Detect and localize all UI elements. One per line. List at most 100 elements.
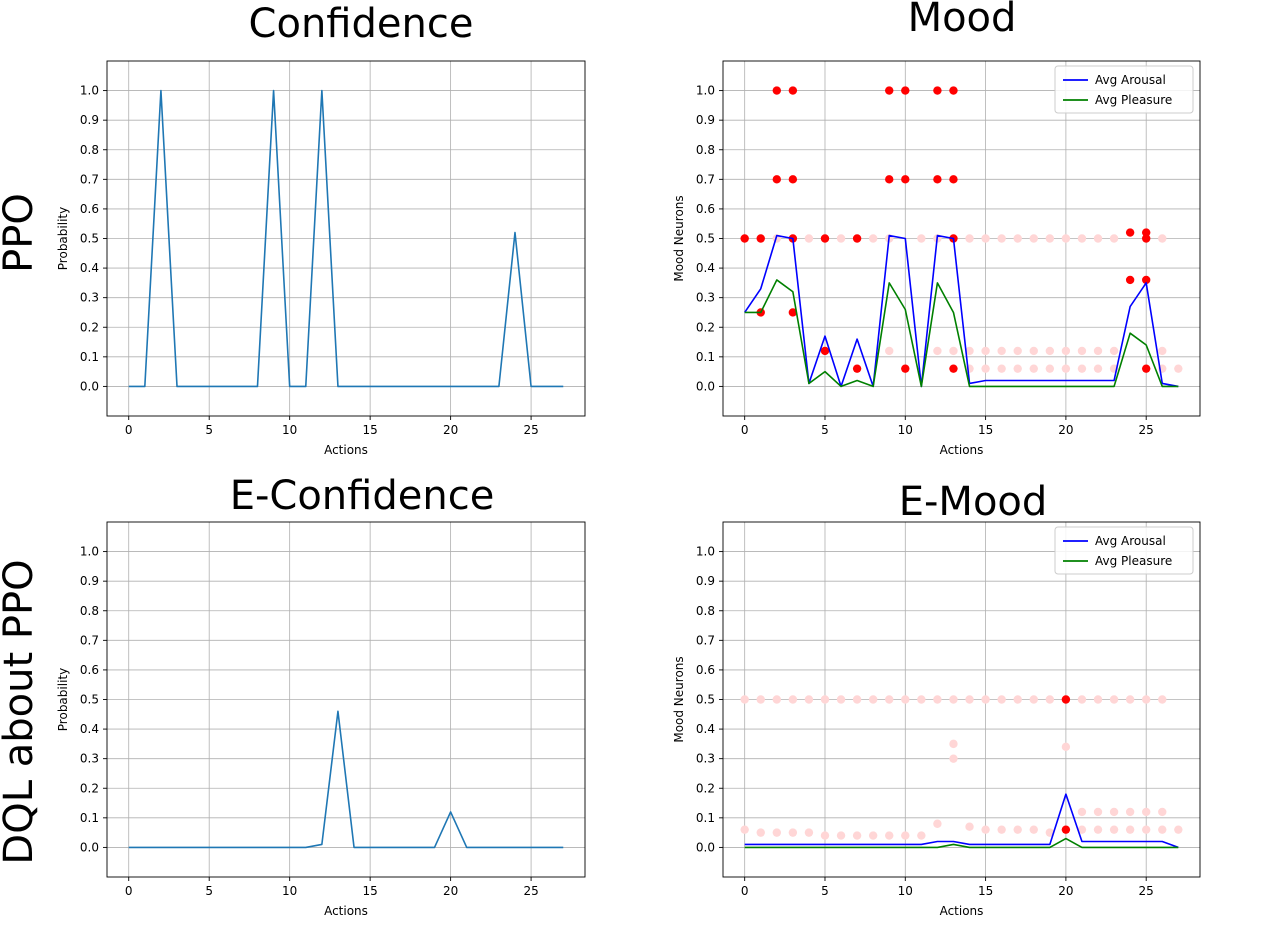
y-tick-label: 0.3 — [696, 291, 715, 305]
x-tick-label: 0 — [125, 884, 133, 898]
scatter-point-faint — [1077, 364, 1087, 373]
y-tick-label: 0.7 — [80, 633, 99, 647]
scatter-point-faint — [1109, 825, 1119, 834]
legend-box — [1054, 526, 1194, 575]
series-line-confidence — [128, 89, 564, 388]
scatter-point-faint — [1029, 364, 1038, 373]
scatter-point — [901, 86, 910, 95]
y-tick-label: 0.6 — [696, 663, 715, 677]
scatter-point-faint — [868, 695, 878, 704]
y-tick-label: 0.9 — [80, 113, 99, 127]
scatter-point-faint — [1013, 364, 1022, 373]
title-e-confidence: E-Confidence — [230, 473, 495, 519]
scatter-point-faint — [1093, 234, 1103, 243]
scatter-point-faint — [901, 695, 910, 704]
scatter-point-faint — [1045, 828, 1055, 837]
scatter-point-faint — [1093, 364, 1103, 373]
scatter-point — [772, 86, 782, 95]
y-tick-label: 0.4 — [696, 261, 715, 275]
scatter-point-faint — [1077, 234, 1087, 243]
y-tick-label: 0.5 — [696, 232, 715, 246]
scatter-point-faint — [1174, 364, 1183, 373]
scatter-point-faint — [1045, 695, 1055, 704]
row-label-ppo: PPO — [0, 193, 42, 273]
x-axis-label: Actions — [940, 443, 984, 457]
y-tick-label: 0.3 — [80, 752, 99, 766]
scatter-point-faint — [1109, 234, 1119, 243]
chart-e-mood: 0 5 10 15 20 25 0.0 0.1 0.2 0.3 0.4 0.5 0.6 0.7 0.8 0.9… — [672, 521, 1201, 918]
scatter-point-faint — [917, 695, 926, 704]
x-axis-label: Actions — [324, 904, 368, 918]
scatter-point-faint — [1061, 364, 1071, 373]
legend-label: Avg Pleasure — [1095, 93, 1172, 107]
y-tick-label: 0.0 — [696, 840, 715, 854]
scatter-point-faint — [804, 234, 814, 243]
y-tick-label: 0.8 — [80, 143, 99, 157]
legend-label: Avg Pleasure — [1095, 554, 1172, 568]
y-axis-label: Probability — [56, 668, 70, 731]
scatter-point-faint — [1109, 346, 1119, 356]
scatter-point-faint — [1125, 695, 1135, 704]
scatter-point-faint — [1013, 234, 1022, 243]
scatter-point-faint — [788, 695, 798, 704]
y-tick-label: 0.8 — [696, 604, 715, 618]
y-tick-label: 1.0 — [696, 545, 715, 559]
chart-mood: 0 5 10 15 20 25 0.0 0.1 0.2 0.3 0.4 0.5 0.6 0.7 0.8 0.9… — [672, 60, 1201, 457]
scatter-point — [1141, 234, 1151, 243]
scatter-point-faint — [885, 695, 894, 704]
x-tick-label: 25 — [523, 884, 538, 898]
y-tick-label: 0.8 — [696, 143, 715, 157]
scatter-point-faint — [1013, 695, 1022, 704]
title-confidence: Confidence — [249, 1, 474, 47]
y-tick-label: 0.7 — [696, 633, 715, 647]
scatter-point-faint — [836, 831, 846, 840]
scatter-point — [820, 346, 830, 356]
scatter-point-faint — [1158, 825, 1167, 834]
scatter-point-faint — [1077, 346, 1087, 356]
y-tick-label: 0.2 — [696, 781, 715, 795]
scatter-point-faint — [997, 234, 1006, 243]
scatter-point-faint — [868, 234, 878, 243]
y-axis-label: Mood Neurons — [672, 195, 686, 281]
scatter-point-faint — [885, 346, 894, 356]
y-axis-label: Probability — [56, 207, 70, 270]
y-tick-label: 0.7 — [80, 172, 99, 186]
scatter-point-faint — [1109, 695, 1119, 704]
scatter-point-faint — [981, 346, 990, 356]
y-tick-label: 0.6 — [80, 663, 99, 677]
scatter-point-faint — [1029, 346, 1038, 356]
scatter-point — [788, 308, 798, 317]
scatter-point — [949, 86, 958, 95]
scatter-point — [901, 364, 910, 373]
scatter-point-faint — [1013, 346, 1022, 356]
y-tick-label: 0.4 — [696, 722, 715, 736]
scatter-point-faint — [949, 754, 958, 763]
x-tick-label: 5 — [205, 884, 213, 898]
scatter-point-faint — [836, 234, 846, 243]
scatter-point — [933, 175, 942, 184]
scatter-point-faint — [1174, 825, 1183, 834]
scatter-point-faint — [820, 831, 830, 840]
title-mood: Mood — [908, 0, 1017, 41]
scatter-point-faint — [981, 825, 990, 834]
y-tick-label: 0.1 — [80, 350, 99, 364]
scatter-point-faint — [788, 828, 798, 837]
scatter-point-faint — [1029, 695, 1038, 704]
scatter-point-faint — [1061, 234, 1071, 243]
scatter-point-faint — [1158, 695, 1167, 704]
x-tick-label: 15 — [363, 423, 378, 437]
scatter-point-faint — [1045, 364, 1055, 373]
scatter-point-faint — [933, 695, 942, 704]
scatter-point-faint — [1109, 807, 1119, 817]
x-tick-label: 20 — [443, 423, 458, 437]
scatter-point-faint — [997, 346, 1006, 356]
scatter-point — [1125, 228, 1135, 237]
scatter-point-faint — [740, 695, 749, 704]
scatter-point — [852, 234, 862, 243]
x-tick-label: 15 — [363, 884, 378, 898]
x-tick-label: 15 — [978, 423, 993, 437]
y-tick-label: 0.9 — [80, 574, 99, 588]
scatter-point-faint — [820, 695, 830, 704]
scatter-point-faint — [852, 695, 862, 704]
